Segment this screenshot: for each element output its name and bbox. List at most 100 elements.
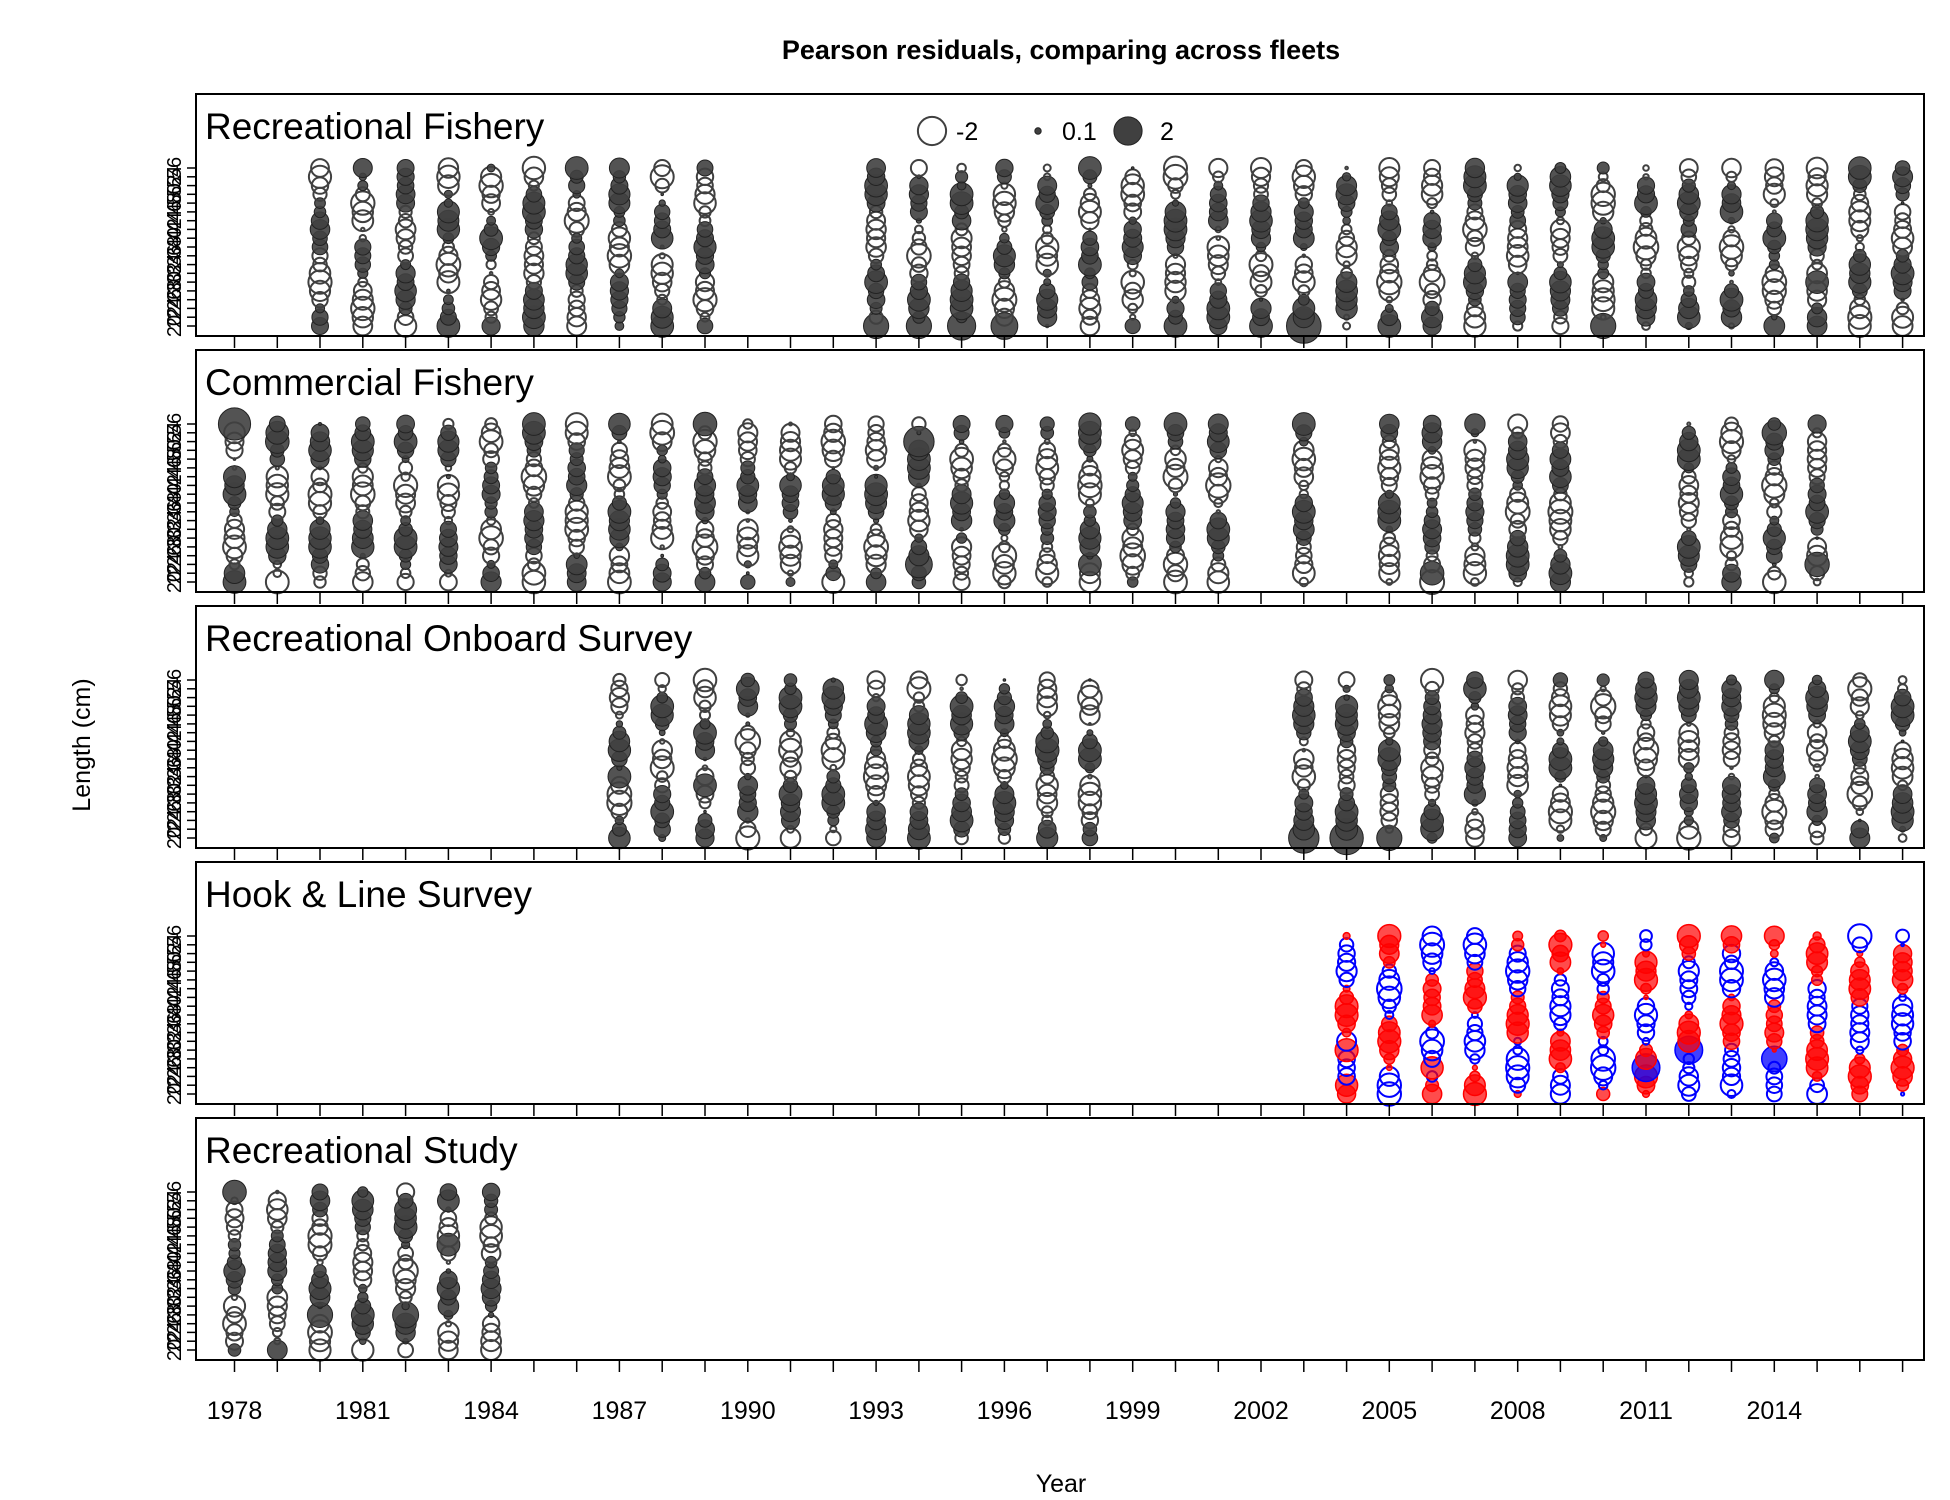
residual-bubble	[864, 544, 888, 568]
residual-bubble	[521, 560, 547, 586]
residual-bubble	[909, 758, 929, 777]
y-tick-label: 54	[164, 166, 186, 188]
residual-bubble	[1854, 956, 1866, 969]
x-tick-label: 1996	[977, 1397, 1033, 1425]
residual-bubble	[397, 213, 414, 229]
residual-bubble	[1764, 669, 1785, 691]
residual-bubble	[1891, 305, 1915, 329]
residual-bubble	[1681, 178, 1696, 193]
residual-bubble	[1380, 203, 1398, 221]
residual-bubble	[992, 190, 1017, 216]
residual-bubble	[1595, 1086, 1611, 1102]
residual-bubble	[1850, 775, 1870, 795]
residual-bubble	[693, 685, 717, 710]
y-tick-label: 48	[164, 704, 186, 726]
residual-bubble	[650, 412, 674, 436]
residual-bubble	[1638, 222, 1654, 237]
residual-bubble	[1294, 758, 1314, 778]
residual-bubble	[395, 492, 417, 514]
residual-bubble	[1169, 497, 1182, 509]
residual-bubble	[1337, 944, 1356, 963]
residual-bubble	[478, 172, 504, 199]
y-tick-label: 20	[164, 827, 186, 849]
residual-bubble	[1636, 1023, 1656, 1042]
residual-bubble	[1036, 244, 1059, 267]
residual-bubble	[1846, 780, 1874, 808]
residual-bubble	[1039, 416, 1055, 432]
residual-bubble	[1465, 811, 1485, 830]
residual-bubble	[1171, 199, 1180, 207]
residual-bubble	[1505, 1055, 1531, 1081]
residual-bubble	[1423, 555, 1442, 574]
residual-bubble	[695, 528, 715, 548]
y-tick-label: 34	[164, 253, 186, 275]
residual-bubble	[1341, 172, 1352, 182]
y-tick-label: 24	[164, 1065, 186, 1087]
residual-bubble	[1552, 247, 1569, 264]
residual-bubble	[1677, 730, 1701, 753]
residual-bubble	[354, 565, 371, 582]
residual-bubble	[779, 527, 802, 549]
residual-bubble	[1552, 433, 1569, 450]
residual-bubble	[227, 1229, 242, 1243]
residual-bubble	[1294, 493, 1314, 513]
residual-bubble	[1505, 244, 1530, 268]
residual-bubble	[1420, 755, 1445, 780]
residual-bubble	[821, 747, 846, 771]
residual-bubble	[1681, 989, 1697, 1006]
residual-bubble	[1171, 295, 1180, 304]
y-tick-label: 48	[164, 960, 186, 982]
residual-bubble	[866, 158, 886, 178]
residual-bubble	[1642, 173, 1650, 181]
residual-bubble	[228, 558, 241, 571]
residual-bubble	[1207, 254, 1229, 276]
chart-title: Pearson residuals, comparing across flee…	[782, 35, 1340, 65]
y-tick-label: 40	[164, 995, 186, 1017]
residual-bubble	[1077, 684, 1103, 711]
y-tick-label: 32	[164, 1286, 186, 1308]
residual-bubble	[780, 422, 801, 443]
residual-bubble	[992, 738, 1016, 762]
panel-frame	[195, 93, 1925, 337]
residual-bubble	[1342, 321, 1352, 331]
residual-bubble	[1379, 536, 1400, 558]
residual-bubble	[567, 432, 587, 451]
residual-bubble	[313, 1264, 327, 1278]
residual-bubble	[955, 691, 968, 704]
residual-bubble	[1335, 271, 1358, 293]
residual-bubble	[318, 422, 322, 426]
residual-bubble	[866, 528, 886, 548]
residual-bubble	[1721, 740, 1742, 761]
residual-bubble	[1891, 995, 1914, 1017]
residual-bubble	[313, 575, 327, 589]
residual-bubble	[1378, 968, 1401, 991]
residual-bubble	[610, 679, 629, 698]
residual-bubble	[1042, 719, 1053, 729]
residual-bubble	[779, 756, 802, 779]
residual-bubble	[655, 557, 670, 572]
residual-bubble	[1463, 305, 1487, 329]
residual-bubble	[695, 280, 715, 301]
residual-bubble	[523, 166, 545, 188]
residual-bubble	[521, 155, 547, 181]
residual-bubble	[1891, 747, 1914, 771]
residual-bubble	[217, 407, 252, 441]
residual-bubble	[1042, 172, 1052, 182]
residual-bubble	[1727, 772, 1736, 781]
residual-bubble	[1556, 737, 1565, 746]
residual-bubble	[1681, 425, 1696, 440]
y-tick-label: 38	[164, 236, 186, 258]
residual-bubble	[745, 571, 750, 576]
residual-bubble	[1205, 472, 1232, 499]
residual-bubble	[1766, 212, 1783, 229]
panel-label: Hook & Line Survey	[205, 874, 533, 915]
residual-bubble	[1291, 446, 1317, 472]
y-tick-label: 52	[164, 430, 186, 452]
y-tick-label: 28	[164, 1048, 186, 1070]
residual-bubble	[1124, 317, 1141, 335]
panel-5: Recreational Study 2022242628303234363840…	[164, 1117, 1925, 1372]
residual-bubble	[352, 1251, 374, 1273]
residual-bubble	[654, 777, 671, 794]
residual-bubble	[1296, 681, 1312, 697]
residual-bubble	[266, 1198, 289, 1221]
